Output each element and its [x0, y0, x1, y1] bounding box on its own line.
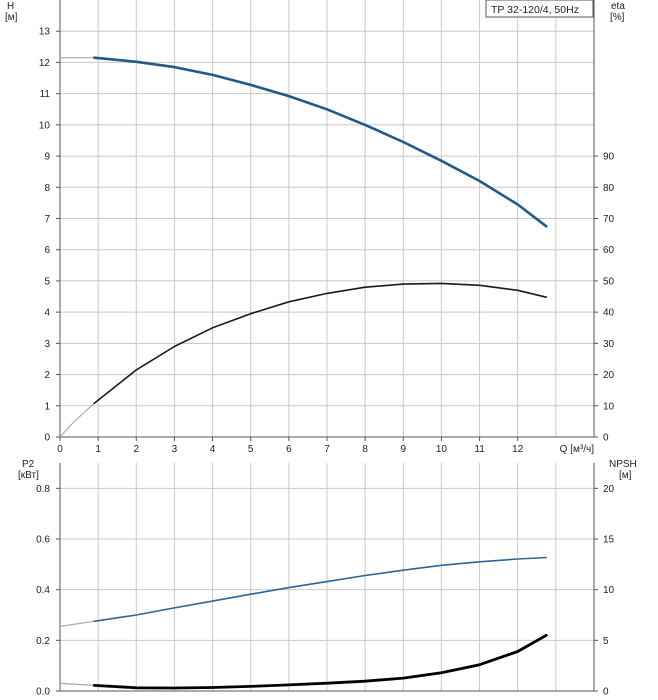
x-axis-title: Q [м³/ч] [560, 444, 595, 455]
y-right-tick-label: 20 [603, 370, 615, 381]
y-left-tick-label: 0.8 [36, 484, 50, 495]
x-tick-label: 4 [210, 444, 216, 455]
y-left-tick-label: 1 [44, 401, 50, 412]
x-tick-label: 2 [134, 444, 140, 455]
legend: TP 32-120/4, 50Hz [485, 0, 594, 18]
curve-head-curve [93, 56, 548, 228]
curves-layer [59, 56, 548, 690]
curve-extrapolated-segment [59, 682, 95, 686]
x-tick-label: 10 [436, 444, 448, 455]
curve-power-curve [93, 556, 548, 623]
y-left-tick-label: 9 [44, 152, 50, 163]
curve-efficiency-curve [93, 282, 548, 405]
y-left-tick-label: 8 [44, 183, 50, 194]
x-tick-label: 6 [286, 444, 292, 455]
y-right-tick-label: 0 [603, 433, 609, 444]
y-right-tick-label: 30 [603, 339, 615, 350]
y-left-tick-label: 0.2 [36, 636, 50, 647]
x-tick-label: 3 [172, 444, 178, 455]
y-right-tick-label: 15 [603, 535, 615, 546]
x-tick-label: 9 [401, 444, 407, 455]
x-tick-label: 11 [474, 444, 485, 455]
y-left-tick-label: 11 [40, 89, 51, 100]
y-left-tick-label: 5 [44, 276, 50, 287]
y-left-tick-label: 2 [44, 370, 50, 381]
y-left-tick-label: 13 [39, 27, 51, 38]
x-tick-label: 1 [95, 444, 101, 455]
y-right-tick-label: 5 [603, 636, 609, 647]
x-tick-label: 5 [248, 444, 254, 455]
x-tick-label: 7 [324, 444, 330, 455]
y-left-tick-label: 0.4 [36, 585, 50, 596]
labels-layer: 0123456789101112130102030405060708090H[м… [5, 1, 637, 698]
y-left-tick-label: 3 [44, 339, 50, 350]
grid-layer [60, 0, 595, 691]
x-tick-label: 0 [57, 444, 63, 455]
y-left-tick-label: 12 [39, 58, 51, 69]
y-right-tick-label: 60 [603, 245, 615, 256]
y-left-tick-label: 10 [39, 120, 51, 131]
curve-extrapolated-segment [59, 620, 95, 627]
y-right-tick-label: 10 [603, 585, 615, 596]
y-right-tick-label: 50 [603, 276, 615, 287]
x-tick-label: 8 [362, 444, 368, 455]
y-left-axis-title: H [7, 1, 14, 12]
legend-label: TP 32-120/4, 50Hz [491, 4, 579, 16]
x-tick-label: 12 [512, 444, 524, 455]
curve-npsh-curve [92, 633, 548, 690]
y-left-tick-label: 0 [44, 433, 50, 444]
y-left-axis-unit: [кВт] [18, 470, 39, 481]
axes-layer [56, 0, 598, 692]
y-left-tick-label: 7 [44, 214, 50, 225]
curve-extrapolated-segment [59, 402, 95, 438]
y-left-axis-title: P2 [22, 459, 35, 470]
y-right-tick-label: 20 [603, 484, 615, 495]
y-right-axis-unit: [м] [619, 470, 632, 481]
y-right-axis-title: eta [611, 1, 625, 12]
y-right-axis-title: NPSH [609, 459, 637, 470]
y-right-axis-unit: [%] [610, 12, 625, 23]
y-right-tick-label: 90 [603, 152, 615, 163]
legend-box [485, 0, 594, 18]
y-right-tick-label: 70 [603, 214, 615, 225]
y-right-tick-label: 40 [603, 308, 615, 319]
y-left-tick-label: 6 [44, 245, 50, 256]
y-right-tick-label: 10 [603, 401, 615, 412]
y-left-tick-label: 0.6 [36, 535, 50, 546]
y-left-tick-label: 4 [44, 308, 50, 319]
y-left-axis-unit: [м] [5, 12, 18, 23]
y-right-tick-label: 0 [603, 687, 609, 698]
y-left-tick-label: 0.0 [36, 687, 50, 698]
y-right-tick-label: 80 [603, 183, 615, 194]
